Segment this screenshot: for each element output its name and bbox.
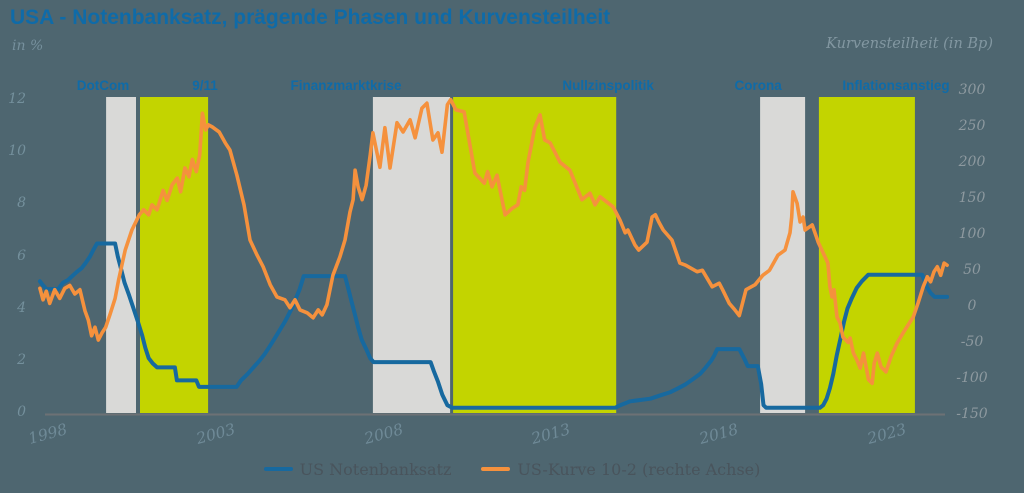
series-line-kurve [38, 97, 949, 386]
blue-line-swatch-icon [263, 467, 293, 471]
legend: US Notenbanksatz US-Kurve 10-2 (rechte A… [0, 456, 1024, 482]
legend-label-kurve: US-Kurve 10-2 (rechte Achse) [517, 459, 761, 479]
left-axis-title: in % [12, 38, 44, 54]
phase-label-inflationsanstieg: Inflationsanstieg [842, 78, 950, 93]
page-title: USA - Notenbanksatz, prägende Phasen und… [10, 6, 611, 29]
series-line-notenbanksatz [37, 241, 950, 410]
phase-band-dotcom [106, 97, 136, 413]
phase-label-finanzmarktkrise: Finanzmarktkrise [290, 78, 402, 93]
legend-label-notenbanksatz: US Notenbanksatz [299, 459, 452, 479]
phase-band-corona [760, 97, 806, 413]
phase-label-corona: Corona [734, 78, 782, 93]
x-axis-line [45, 413, 945, 416]
right-axis-title: Kurvensteilheit (in Bp) [826, 36, 993, 52]
phase-label-dotcom: DotCom [76, 78, 130, 93]
phase-label-9-11: 9/11 [192, 78, 218, 93]
phase-band-nullzinspolitik [453, 97, 617, 413]
phase-label-nullzinspolitik: Nullzinspolitik [562, 78, 654, 93]
legend-item-notenbanksatz: US Notenbanksatz [263, 459, 452, 479]
orange-line-swatch-icon [481, 467, 511, 471]
legend-item-kurve: US-Kurve 10-2 (rechte Achse) [481, 460, 760, 479]
